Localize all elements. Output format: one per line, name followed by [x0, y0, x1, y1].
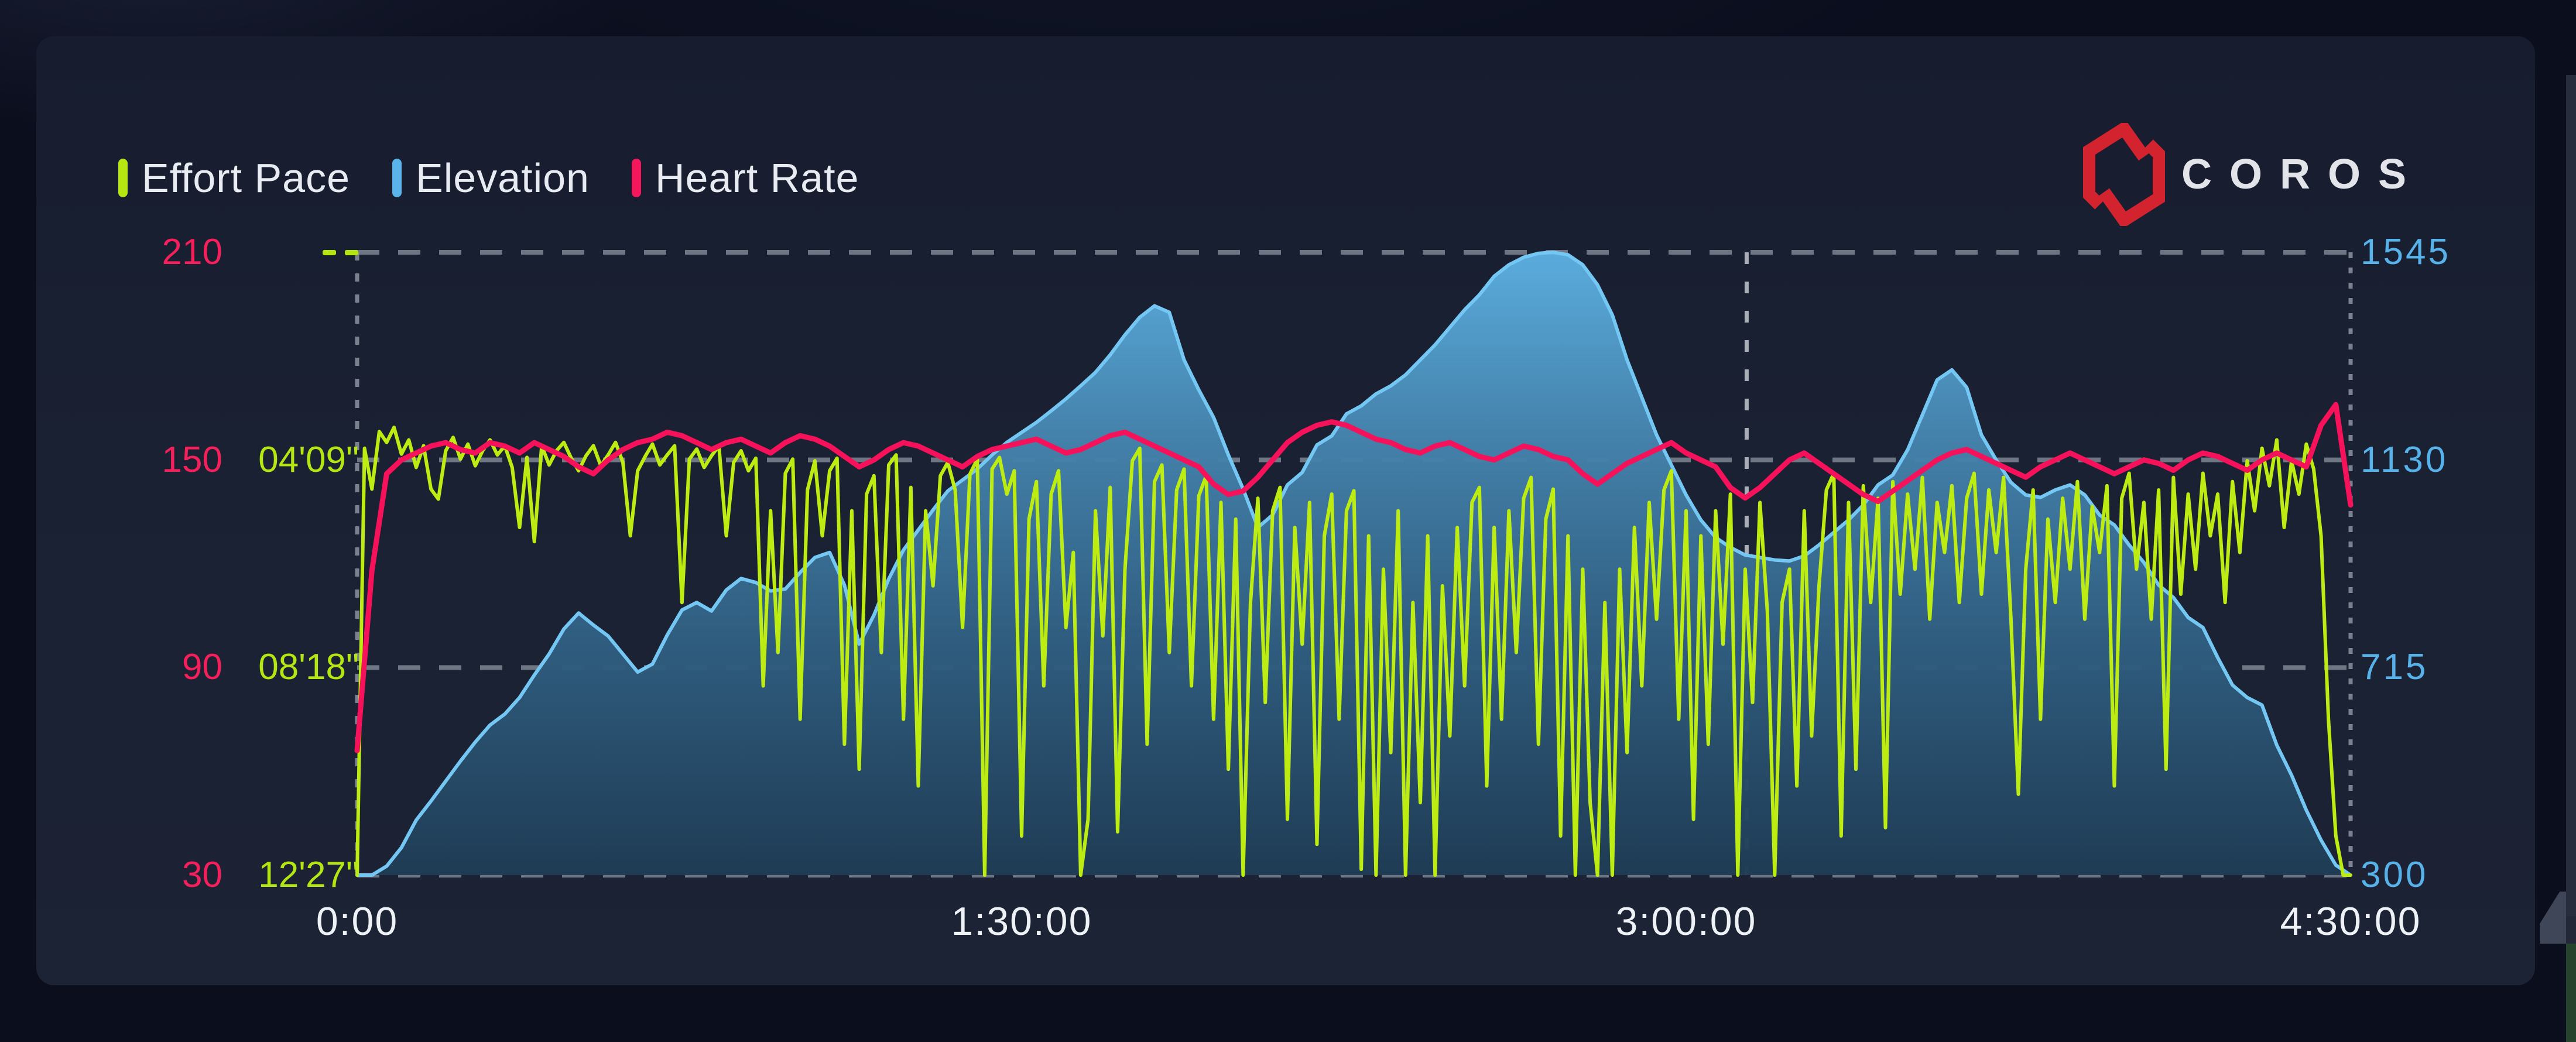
legend-item-elevation[interactable]: Elevation: [392, 155, 590, 201]
pace-axis-label-04'09": 04'09": [258, 439, 359, 480]
edge-panel-strip: [2566, 75, 2576, 916]
legend-item-heart-rate[interactable]: Heart Rate: [631, 155, 859, 201]
coros-logo-text: COROS: [2181, 151, 2424, 198]
pace-axis-label-12'27": 12'27": [258, 855, 359, 895]
pace-axis-top-dash: [323, 250, 336, 255]
elevation-axis-label-715: 715: [2361, 647, 2428, 688]
pace-axis-top-dash: [345, 250, 358, 255]
heart-rate-swatch-icon: [631, 159, 641, 197]
elevation-axis-label-300: 300: [2361, 855, 2428, 895]
x-axis-label-0:00: 0:00: [316, 899, 399, 944]
edge-panel-strip-lower: [2566, 916, 2576, 944]
elevation-line: [355, 251, 2352, 877]
hr-axis-label-90: 90: [182, 647, 222, 688]
hr-axis-label-150: 150: [162, 439, 222, 480]
coros-hexagon-icon: [2082, 123, 2165, 226]
legend-item-effort-pace[interactable]: Effort Pace: [118, 155, 350, 201]
hr-axis-label-30: 30: [182, 855, 222, 895]
effort-pace-line: [355, 426, 2352, 877]
chart-legend: Effort Pace Elevation Heart Rate: [118, 155, 859, 201]
legend-label-effort-pace: Effort Pace: [142, 155, 351, 201]
elevation-axis-label-1545: 1545: [2361, 232, 2451, 272]
hr-axis-label-210: 210: [162, 232, 222, 272]
elevation-axis-label-1130: 1130: [2361, 439, 2448, 480]
edge-map-thumbnail-sliver: [2566, 944, 2576, 1042]
heart-rate-line: [354, 402, 2354, 753]
legend-label-elevation: Elevation: [416, 155, 590, 201]
legend-label-heart-rate: Heart Rate: [655, 155, 859, 201]
effort-pace-swatch-icon: [118, 159, 128, 197]
x-axis-label-4:30:00: 4:30:00: [2280, 899, 2421, 944]
pace-axis-label-08'18": 08'18": [258, 647, 359, 688]
x-axis-label-1:30:00: 1:30:00: [951, 899, 1092, 944]
x-axis-label-3:00:00: 3:00:00: [1615, 899, 1757, 944]
coros-logo: COROS: [2082, 123, 2406, 226]
elevation-swatch-icon: [392, 159, 402, 197]
